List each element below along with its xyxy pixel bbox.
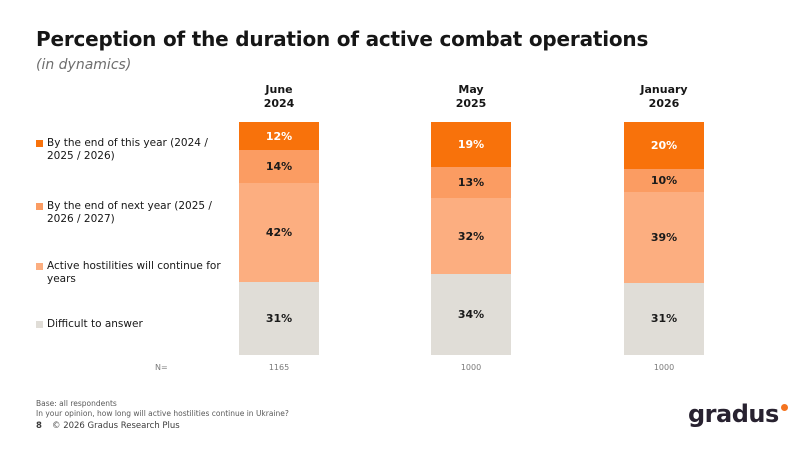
base-note: Base: all respondents In your opinion, h… — [36, 399, 289, 419]
gradus-logo: gradus — [688, 401, 788, 427]
logo-wordmark: gradus — [688, 400, 779, 428]
n-value: 1000 — [460, 363, 482, 372]
legend-color-swatch — [36, 140, 43, 147]
bar-segment: 12% — [239, 122, 319, 151]
bar-segment-label: 19% — [457, 138, 485, 152]
bar-segment-label: 31% — [650, 312, 678, 326]
column-header: June 2024 — [263, 83, 295, 111]
bar-segment: 39% — [624, 191, 704, 283]
stacked-bar: 19% 13% 32% 34% — [431, 122, 511, 355]
column-header: January 2026 — [640, 83, 688, 111]
legend-item-label: Difficult to answer — [47, 318, 143, 330]
copyright-text: © 2026 Gradus Research Plus — [52, 421, 180, 431]
stacked-bar: 12% 14% 42% 31% — [239, 122, 319, 355]
bar-segment-label: 39% — [650, 230, 678, 244]
bar-segment: 32% — [431, 198, 511, 275]
bar-segment: 13% — [431, 167, 511, 199]
bar-segment: 42% — [239, 183, 319, 283]
bar-segment-label: 31% — [265, 312, 293, 326]
legend-item: Difficult to answer — [36, 318, 232, 331]
bar-segment-label: 34% — [457, 308, 485, 322]
bar-segment-label: 13% — [457, 176, 485, 190]
bar-segment-label: 10% — [650, 173, 678, 187]
bar-segment: 31% — [239, 282, 319, 355]
base-note-line1: Base: all respondents — [36, 399, 117, 408]
bar-segment-label: 14% — [265, 160, 293, 174]
bar-segment: 20% — [624, 122, 704, 169]
legend-item: Active hostilities will continue for yea… — [36, 260, 232, 286]
bar-segment-label: 42% — [265, 226, 293, 240]
bar-segment: 19% — [431, 122, 511, 168]
n-value: 1165 — [268, 363, 290, 372]
base-note-line2: In your opinion, how long will active ho… — [36, 409, 289, 419]
bar-segment: 10% — [624, 168, 704, 192]
legend-color-swatch — [36, 321, 43, 328]
column-header: May 2025 — [455, 83, 487, 111]
bar-segment: 14% — [239, 150, 319, 184]
legend-item-label: Active hostilities will continue for yea… — [47, 260, 221, 286]
legend-item: By the end of next year (2025 / 2026 / 2… — [36, 200, 232, 226]
sample-size-label: N= — [155, 363, 168, 372]
legend-item: By the end of this year (2024 / 2025 / 2… — [36, 137, 232, 163]
logo-dot-icon — [780, 404, 788, 411]
bar-segment-label: 12% — [265, 129, 293, 143]
bar-segment-label: 32% — [457, 229, 485, 243]
bar-segment-label: 20% — [650, 138, 678, 152]
page-number: 8 — [36, 421, 42, 431]
legend-item-label: By the end of this year (2024 / 2025 / 2… — [47, 137, 208, 163]
legend-color-swatch — [36, 263, 43, 270]
chart-legend: By the end of this year (2024 / 2025 / 2… — [36, 0, 246, 450]
bar-segment: 31% — [624, 282, 704, 355]
legend-item-label: By the end of next year (2025 / 2026 / 2… — [47, 200, 212, 226]
stacked-bar: 20% 10% 39% 31% — [624, 122, 704, 355]
legend-color-swatch — [36, 203, 43, 210]
bar-segment: 34% — [431, 274, 511, 355]
page-subtitle: (in dynamics) — [36, 57, 132, 73]
n-value: 1000 — [653, 363, 675, 372]
page-title: Perception of the duration of active com… — [36, 27, 649, 51]
